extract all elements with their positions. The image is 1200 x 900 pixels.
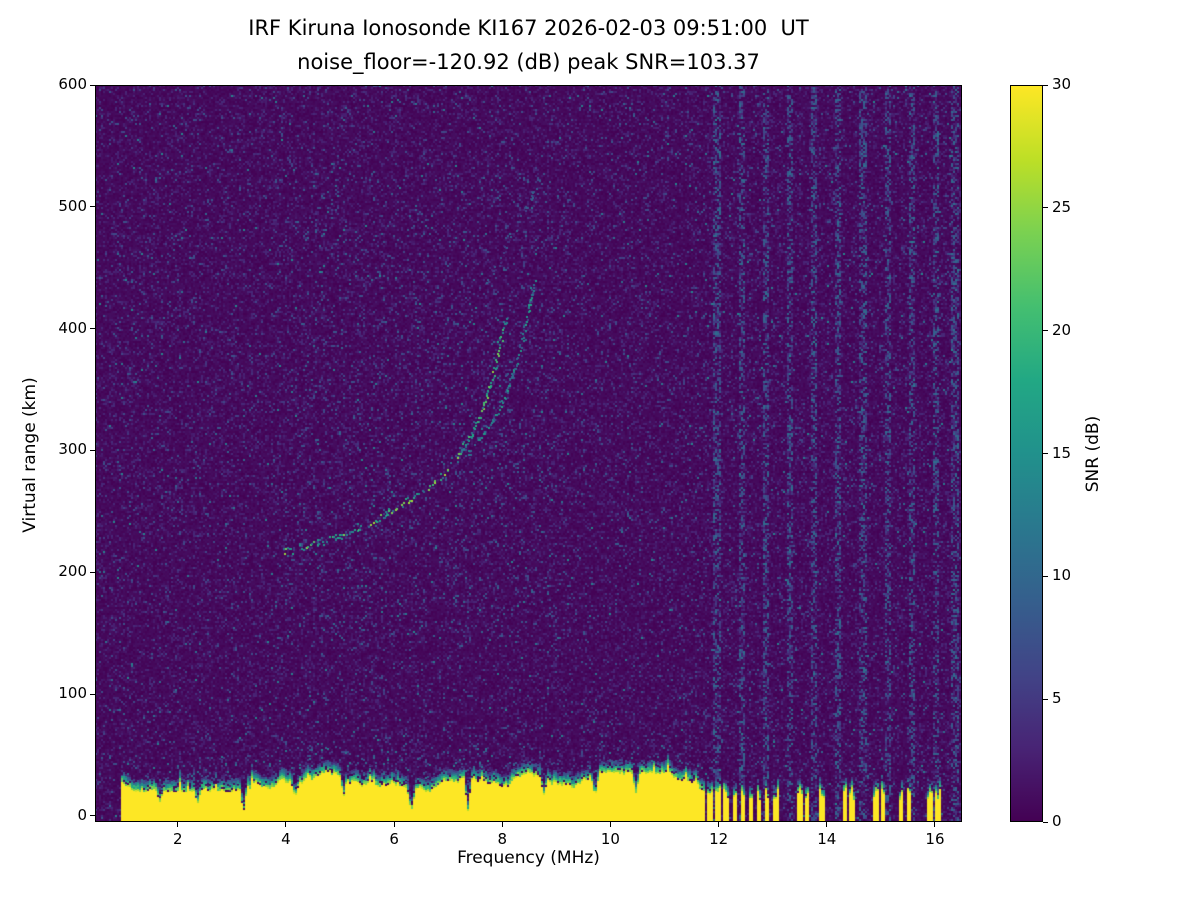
x-tick-label: 12 <box>709 830 729 848</box>
x-tick-mark <box>826 822 828 827</box>
chart-title: IRF Kiruna Ionosonde KI167 2026-02-03 09… <box>248 16 809 40</box>
y-tick-mark <box>90 571 95 573</box>
x-tick-mark <box>393 822 395 827</box>
x-tick-label: 2 <box>172 830 183 848</box>
y-tick-label: 200 <box>58 562 87 581</box>
y-tick-mark <box>90 328 95 330</box>
y-tick-label: 600 <box>58 75 87 93</box>
x-tick-mark <box>501 822 503 827</box>
colorbar-tick-label: 5 <box>1052 689 1062 708</box>
colorbar-tick-mark <box>1043 698 1048 700</box>
y-tick-mark <box>90 815 95 817</box>
x-tick-label: 10 <box>600 830 620 848</box>
y-tick-label: 500 <box>58 196 87 215</box>
x-tick-label: 16 <box>925 830 945 848</box>
colorbar-tick-mark <box>1043 575 1048 577</box>
colorbar-tick-mark <box>1043 821 1048 823</box>
x-tick-label: 4 <box>281 830 291 848</box>
y-tick-label: 400 <box>58 318 87 337</box>
x-tick-label: 8 <box>497 830 508 848</box>
x-tick-mark <box>718 822 720 827</box>
colorbar-tick-label: 10 <box>1052 566 1072 585</box>
y-tick-mark <box>90 206 95 208</box>
y-tick-mark <box>90 693 95 695</box>
x-tick-mark <box>609 822 611 827</box>
colorbar-tick-label: 20 <box>1052 320 1072 339</box>
colorbar <box>1010 85 1043 822</box>
y-tick-label: 300 <box>58 440 87 459</box>
colorbar-tick-label: 0 <box>1052 812 1062 830</box>
chart-subtitle: noise_floor=-120.92 (dB) peak SNR=103.37 <box>297 50 760 74</box>
x-tick-mark <box>177 822 179 827</box>
colorbar-tick-label: 15 <box>1052 443 1072 462</box>
x-tick-label: 14 <box>817 830 837 848</box>
colorbar-tick-mark <box>1043 84 1048 86</box>
colorbar-tick-mark <box>1043 453 1048 454</box>
x-tick-mark <box>285 822 287 827</box>
ionogram-heatmap <box>95 85 962 822</box>
y-tick-mark <box>90 84 95 86</box>
y-tick-label: 100 <box>58 684 87 703</box>
y-tick-label: 0 <box>77 805 87 824</box>
x-axis-label: Frequency (MHz) <box>457 848 600 868</box>
y-tick-mark <box>90 449 95 451</box>
x-tick-mark <box>934 822 936 827</box>
colorbar-tick-mark <box>1043 330 1048 332</box>
x-tick-label: 6 <box>389 830 399 848</box>
colorbar-tick-label: 25 <box>1052 197 1072 216</box>
colorbar-label: SNR (dB) <box>1083 415 1103 493</box>
colorbar-tick-mark <box>1043 207 1048 209</box>
colorbar-tick-label: 30 <box>1052 75 1072 93</box>
